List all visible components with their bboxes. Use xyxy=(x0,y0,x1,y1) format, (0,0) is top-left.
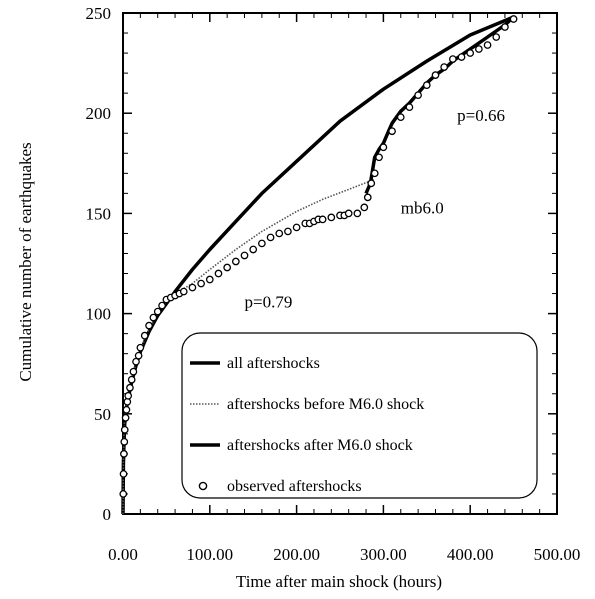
observed-point xyxy=(126,383,134,392)
observed-point xyxy=(405,103,414,112)
observed-point xyxy=(231,257,240,266)
annotations: p=0.66 mb6.0 p=0.79 xyxy=(245,106,506,311)
observed-point xyxy=(145,321,153,330)
observed-point xyxy=(153,307,162,316)
observed-point xyxy=(120,438,129,446)
legend-label: observed aftershocks xyxy=(227,478,362,495)
y-axis-title: Cumulative number of earthquakes xyxy=(16,142,35,381)
observed-point xyxy=(266,233,275,242)
observed-point xyxy=(414,91,422,100)
observed-point xyxy=(475,45,483,53)
x-tick-label: 100.00 xyxy=(186,545,233,564)
series-layer xyxy=(119,15,518,515)
observed-point xyxy=(136,343,145,352)
legend-label: aftershocks before M6.0 shock xyxy=(227,396,424,413)
observed-point xyxy=(284,227,292,236)
observed-point xyxy=(327,213,336,222)
observed-point xyxy=(448,55,457,63)
observed-point xyxy=(422,81,431,89)
y-tick-label: 200 xyxy=(86,104,112,123)
y-tick-label: 50 xyxy=(94,405,111,424)
observed-point xyxy=(492,33,501,41)
observed-point xyxy=(214,269,223,278)
legend: all aftershocks aftershocks before M6.0 s… xyxy=(181,332,538,499)
annotation-p-0-79: p=0.79 xyxy=(245,293,293,312)
observed-point xyxy=(370,169,379,178)
series-observed-aftershocks xyxy=(119,15,518,498)
observed-point xyxy=(140,331,149,340)
x-tick-label: 200.00 xyxy=(273,545,320,564)
y-tick-label: 0 xyxy=(103,505,112,524)
observed-point xyxy=(122,405,131,414)
legend-label: aftershocks after M6.0 shock xyxy=(227,437,413,454)
observed-point xyxy=(275,229,284,238)
observed-point xyxy=(431,71,440,79)
observed-point xyxy=(509,15,518,23)
observed-point xyxy=(205,275,214,284)
observed-point xyxy=(483,41,492,49)
observed-point xyxy=(240,251,249,260)
observed-point xyxy=(121,413,130,422)
observed-point xyxy=(120,450,128,458)
observed-point xyxy=(396,113,405,122)
observed-point xyxy=(124,391,133,400)
observed-point xyxy=(388,127,396,136)
y-tick-label: 100 xyxy=(86,305,112,324)
observed-point xyxy=(375,153,383,162)
observed-point xyxy=(360,203,369,212)
observed-point xyxy=(466,49,475,57)
x-tick-label: 0.00 xyxy=(108,545,138,564)
observed-point xyxy=(134,351,143,360)
observed-point xyxy=(149,313,158,322)
legend-box xyxy=(181,332,538,499)
x-tick-label: 400.00 xyxy=(447,545,494,564)
observed-point xyxy=(440,63,449,71)
annotation-mb6-0: mb6.0 xyxy=(401,198,444,217)
observed-point xyxy=(188,283,197,292)
observed-point xyxy=(158,301,166,310)
x-tick-label: 300.00 xyxy=(360,545,407,564)
observed-point xyxy=(129,367,138,376)
x-axis-title: Time after main shock (hours) xyxy=(236,572,442,591)
series-line-aftershocks-before-m6-0-shock xyxy=(122,178,375,515)
observed-point xyxy=(179,287,188,296)
observed-point xyxy=(363,193,372,202)
observed-point xyxy=(379,143,388,152)
observed-point xyxy=(127,375,136,384)
legend-label: all aftershocks xyxy=(227,355,320,372)
observed-point xyxy=(120,425,129,434)
observed-point xyxy=(318,215,327,224)
y-tick-label: 250 xyxy=(86,4,112,23)
observed-point xyxy=(223,263,232,272)
observed-point xyxy=(249,245,258,254)
observed-point xyxy=(344,209,353,218)
observed-point xyxy=(457,53,466,61)
observed-point xyxy=(197,279,205,288)
observed-point xyxy=(501,23,509,31)
x-tick-label: 500.00 xyxy=(534,545,581,564)
observed-point xyxy=(123,397,132,406)
observed-point xyxy=(292,223,301,232)
observed-point xyxy=(353,209,362,218)
axes: 0 50 100 150 200 250 0.00 100.00 200.00 300.00 400… xyxy=(86,4,581,564)
series-line-aftershocks-after-m6-0-shock xyxy=(364,15,515,195)
plot-frame xyxy=(122,12,558,515)
observed-point xyxy=(258,239,266,248)
observed-point xyxy=(367,179,376,188)
observed-point xyxy=(119,470,128,478)
legend-swatch-circle xyxy=(198,481,208,491)
annotation-p-0-66: p=0.66 xyxy=(457,106,505,125)
y-tick-label: 150 xyxy=(86,204,112,223)
observed-point xyxy=(119,490,128,498)
